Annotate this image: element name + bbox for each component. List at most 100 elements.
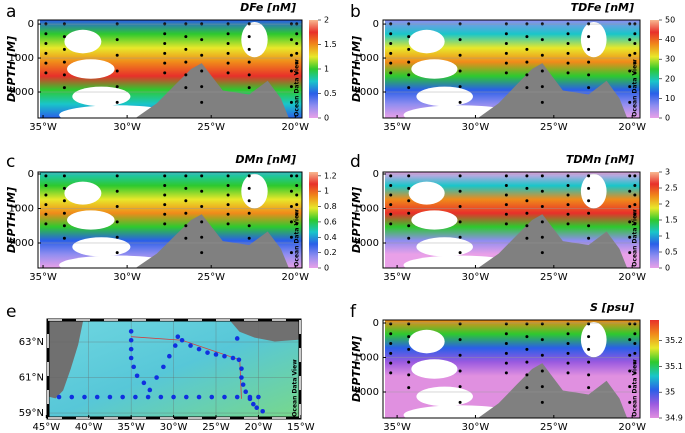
sample-point — [504, 71, 508, 75]
x-tick-label: 35°W — [29, 272, 57, 283]
y-tick-label: 1000 — [354, 53, 379, 64]
sample-point — [115, 85, 119, 89]
sample-point — [587, 47, 591, 51]
sample-point — [540, 400, 544, 404]
sample-point — [62, 186, 66, 190]
sample-point — [407, 186, 411, 190]
sample-point — [184, 236, 188, 240]
x-tick-label: 25°W — [540, 422, 568, 433]
colorbar-tick-label: 0.5 — [665, 248, 678, 257]
station — [158, 394, 164, 400]
sample-point — [633, 174, 637, 178]
colorbar — [650, 20, 659, 118]
sample-point — [163, 71, 167, 75]
sample-point — [458, 205, 462, 209]
sample-point — [540, 235, 544, 239]
sample-point — [184, 174, 188, 178]
colorbar-tick-label: 30 — [665, 55, 675, 64]
sample-point — [247, 47, 251, 51]
sample-point — [566, 203, 570, 207]
sample-point — [200, 100, 204, 104]
x-tick-label: 25°W — [197, 122, 225, 133]
sample-point — [389, 32, 393, 36]
sample-point — [295, 203, 299, 207]
sample-point — [504, 193, 508, 197]
station — [254, 405, 260, 411]
plot-frame — [382, 19, 641, 119]
sample-point — [44, 42, 48, 46]
sample-point — [226, 42, 230, 46]
sample-point — [407, 35, 411, 39]
station — [243, 389, 248, 395]
sample-point — [62, 174, 66, 178]
sample-point — [247, 86, 251, 90]
x-tick-label: 35°W — [383, 122, 411, 133]
sample-point — [247, 211, 251, 215]
sample-point — [633, 342, 637, 346]
colorbar-tick-label: 1 — [324, 65, 329, 74]
sample-point — [389, 42, 393, 46]
station — [131, 364, 136, 370]
sample-point — [389, 222, 393, 226]
station — [188, 343, 193, 348]
sample-point — [200, 220, 204, 224]
sample-point — [628, 205, 632, 209]
panel-label: f — [350, 302, 357, 322]
sample-point — [587, 224, 591, 228]
sample-point — [247, 73, 251, 77]
sample-point — [587, 73, 591, 77]
station — [222, 394, 227, 400]
station — [141, 380, 147, 386]
plot-frame — [37, 19, 303, 119]
sample-point — [540, 69, 544, 73]
y-tick-label: 59°N — [19, 408, 44, 419]
colorbar — [309, 20, 318, 118]
colorbar-tick-label: 0 — [665, 264, 670, 273]
colorbar — [650, 320, 659, 418]
station — [161, 364, 166, 370]
station — [239, 375, 244, 380]
sample-point — [587, 60, 591, 64]
sample-point — [44, 183, 48, 187]
station — [179, 337, 185, 343]
sample-point — [458, 100, 462, 104]
sample-point — [628, 251, 632, 255]
sample-point — [566, 332, 570, 336]
y-axis-label: DEPTH [M] — [350, 36, 363, 102]
watermark: Ocean Data View — [632, 209, 639, 267]
sample-point — [407, 360, 411, 364]
station — [107, 394, 113, 400]
x-tick-label: 20°W — [281, 122, 309, 133]
station — [240, 382, 246, 387]
station — [128, 337, 134, 343]
sample-point — [247, 174, 251, 178]
station — [236, 357, 242, 363]
sample-point — [566, 174, 570, 178]
sample-point — [633, 183, 637, 187]
station — [94, 394, 100, 400]
station — [154, 375, 159, 380]
sample-point — [540, 38, 544, 42]
y-tick-label: 0 — [28, 19, 34, 30]
sample-point — [540, 189, 544, 193]
sample-point — [628, 220, 632, 224]
y-tick-label: 2000 — [354, 238, 379, 249]
sample-point — [540, 369, 544, 373]
y-tick-label: 2000 — [9, 238, 34, 249]
sample-point — [540, 353, 544, 357]
sample-point — [115, 69, 119, 73]
y-tick-label: 61°N — [19, 373, 44, 384]
station — [145, 394, 151, 400]
sample-point — [633, 351, 637, 355]
y-tick-label: 1000 — [354, 203, 379, 214]
sample-point — [504, 212, 508, 216]
sample-point — [407, 224, 411, 228]
sample-point — [633, 371, 637, 375]
station — [251, 401, 256, 407]
sample-point — [200, 69, 204, 73]
sample-point — [566, 212, 570, 216]
sample-point — [525, 224, 529, 228]
sample-point — [587, 360, 591, 364]
sample-point — [458, 38, 462, 42]
colorbar-tick-label: 1 — [665, 232, 670, 241]
